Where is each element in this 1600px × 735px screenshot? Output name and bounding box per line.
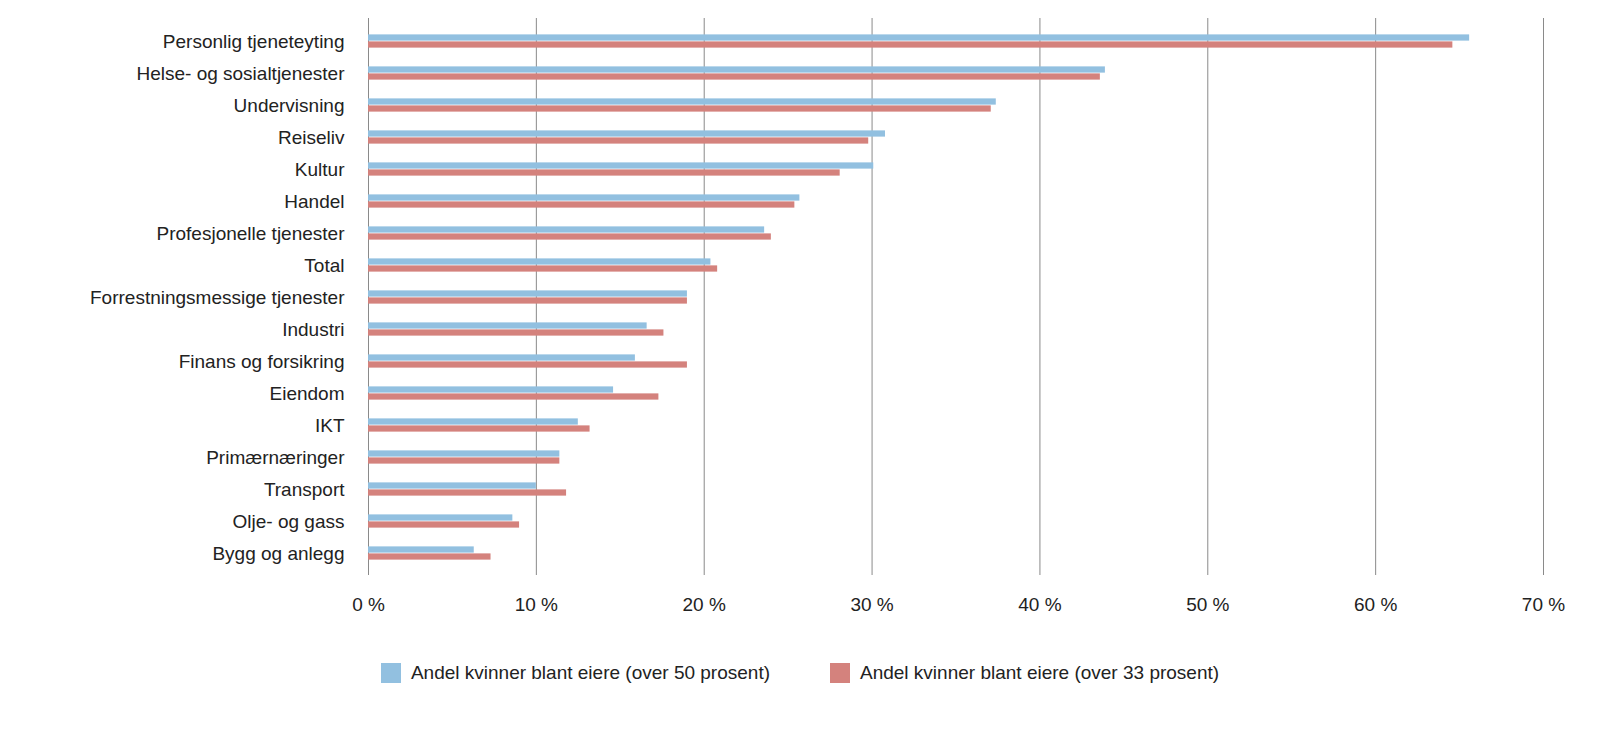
svg-text:Forrestningsmessige tjenester: Forrestningsmessige tjenester — [90, 287, 345, 308]
svg-text:Profesjonelle tjenester: Profesjonelle tjenester — [157, 223, 346, 244]
svg-text:40 %: 40 % — [1018, 594, 1061, 615]
svg-text:Personlig tjeneteyting: Personlig tjeneteyting — [163, 31, 345, 52]
html-text:Andel kvinner blant eiere (ove: Andel kvinner blant eiere (over 50 prose… — [410, 662, 770, 683]
svg-text:60 %: 60 % — [1354, 594, 1397, 615]
svg-text:Finans og forsikring: Finans og forsikring — [179, 351, 345, 372]
svg-text:Transport: Transport — [264, 479, 345, 500]
svg-text:Eiendom: Eiendom — [270, 383, 345, 404]
svg-text:0 %: 0 % — [352, 594, 385, 615]
svg-text:Reiseliv: Reiseliv — [278, 127, 345, 148]
svg-text:70 %: 70 % — [1522, 594, 1565, 615]
svg-text:Primærnæringer: Primærnæringer — [206, 447, 345, 468]
svg-text:Industri: Industri — [282, 319, 344, 340]
svg-text:Bygg og anlegg: Bygg og anlegg — [212, 543, 344, 564]
svg-text:20 %: 20 % — [683, 594, 726, 615]
svg-text:30 %: 30 % — [850, 594, 893, 615]
svg-text:IKT: IKT — [315, 415, 345, 436]
svg-text:Helse- og sosialtjenester: Helse- og sosialtjenester — [136, 63, 345, 84]
svg-text:50 %: 50 % — [1186, 594, 1229, 615]
html-text:Andel kvinner blant eiere (ove: Andel kvinner blant eiere (over 33 prose… — [860, 662, 1220, 683]
svg-text:Undervisning: Undervisning — [234, 95, 345, 116]
svg-text:Kultur: Kultur — [295, 159, 345, 180]
svg-text:Olje- og gass: Olje- og gass — [233, 511, 345, 532]
svg-text:Total: Total — [304, 255, 344, 276]
svg-text:10 %: 10 % — [515, 594, 558, 615]
svg-text:Handel: Handel — [284, 191, 344, 212]
